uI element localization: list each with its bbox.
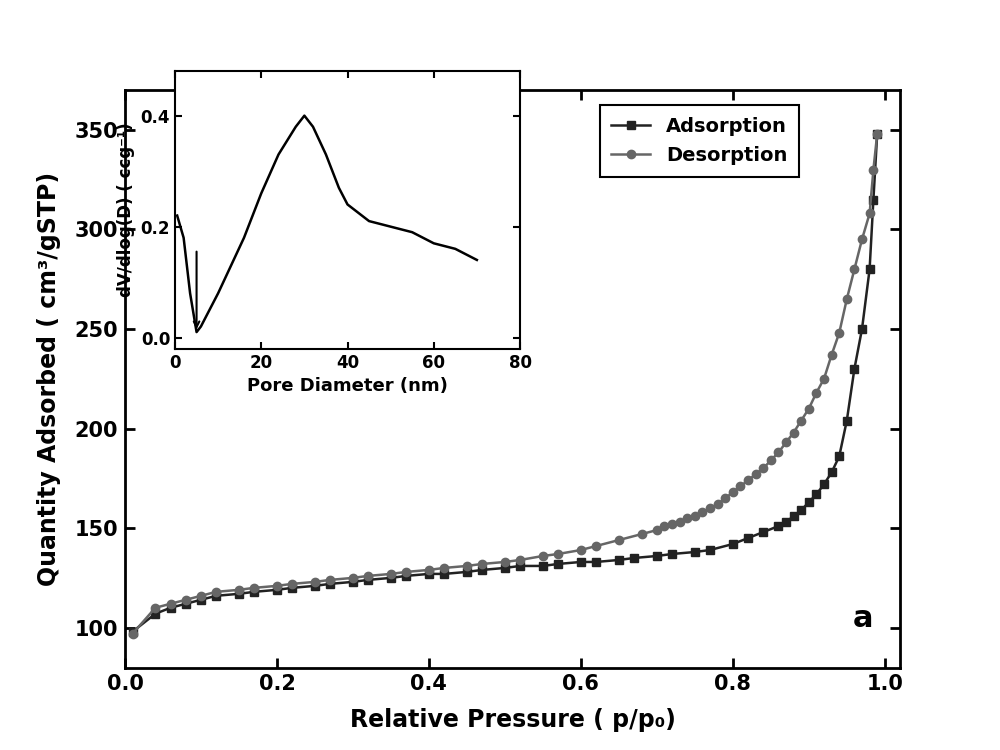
Adsorption <box>423 569 435 578</box>
Desorption <box>651 526 663 535</box>
Desorption <box>423 566 435 574</box>
Adsorption <box>841 416 853 425</box>
Line: Adsorption: Adsorption <box>128 130 881 636</box>
Text: a: a <box>852 604 873 633</box>
Adsorption <box>795 506 807 515</box>
Adsorption <box>552 560 564 568</box>
Adsorption <box>689 548 701 556</box>
Desorption <box>765 456 777 465</box>
Adsorption <box>651 551 663 560</box>
Adsorption <box>575 557 587 566</box>
Adsorption <box>195 596 207 604</box>
Adsorption <box>271 585 283 594</box>
Adsorption <box>772 521 784 530</box>
Adsorption <box>514 562 526 571</box>
Adsorption <box>127 627 139 636</box>
Adsorption <box>499 563 511 572</box>
Adsorption <box>848 364 860 374</box>
X-axis label: Relative Pressure ( p/p₀): Relative Pressure ( p/p₀) <box>350 708 675 732</box>
Desorption <box>127 629 139 638</box>
Adsorption <box>666 550 678 559</box>
Adsorption <box>233 590 245 598</box>
Adsorption <box>788 512 800 520</box>
Adsorption <box>757 527 769 536</box>
Adsorption <box>537 562 549 571</box>
Adsorption <box>286 584 298 592</box>
Adsorption <box>180 599 192 608</box>
Adsorption <box>149 609 161 618</box>
Adsorption <box>864 265 876 274</box>
Adsorption <box>727 539 739 548</box>
Adsorption <box>826 468 838 477</box>
Adsorption <box>324 579 336 588</box>
Adsorption <box>628 554 640 562</box>
Adsorption <box>461 568 473 577</box>
Adsorption <box>309 581 321 590</box>
Adsorption <box>833 452 845 461</box>
Desorption <box>810 388 822 398</box>
Line: Desorption: Desorption <box>128 130 881 638</box>
Y-axis label: dV/dlog(D) ( ccg⁻¹): dV/dlog(D) ( ccg⁻¹) <box>117 123 135 297</box>
Adsorption <box>818 480 830 489</box>
Adsorption <box>590 557 602 566</box>
Adsorption <box>871 129 883 138</box>
Adsorption <box>385 574 397 583</box>
Adsorption <box>742 533 754 542</box>
Adsorption <box>476 566 488 574</box>
Adsorption <box>867 195 879 204</box>
Adsorption <box>613 556 625 565</box>
Adsorption <box>210 591 222 600</box>
Adsorption <box>704 545 716 554</box>
Adsorption <box>856 325 868 334</box>
Desorption <box>871 129 883 138</box>
Adsorption <box>810 490 822 499</box>
Adsorption <box>165 603 177 612</box>
Desorption <box>864 209 876 218</box>
Adsorption <box>362 575 374 584</box>
Adsorption <box>780 518 792 526</box>
Desorption <box>833 328 845 338</box>
X-axis label: Pore Diameter (nm): Pore Diameter (nm) <box>247 377 448 395</box>
Adsorption <box>248 587 260 596</box>
Adsorption <box>400 572 412 580</box>
Y-axis label: Quantity Adsorbed ( cm³/gSTP): Quantity Adsorbed ( cm³/gSTP) <box>37 172 61 586</box>
Adsorption <box>347 578 359 586</box>
Legend: Adsorption, Desorption: Adsorption, Desorption <box>600 106 799 176</box>
Adsorption <box>438 569 450 578</box>
Adsorption <box>803 498 815 507</box>
